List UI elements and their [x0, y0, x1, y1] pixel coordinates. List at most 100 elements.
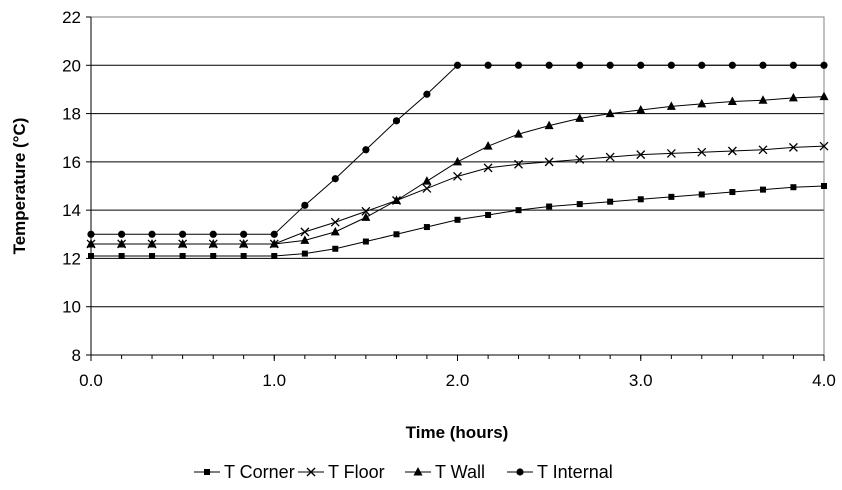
data-point-t-internal	[545, 61, 553, 69]
legend-item-t-corner: T Corner	[194, 462, 295, 482]
data-point-t-floor	[605, 152, 615, 162]
x-tick-label: 3.0	[629, 371, 653, 390]
data-point-t-internal	[484, 61, 492, 69]
series-line-t-internal	[91, 64, 824, 235]
data-point-t-corner	[88, 253, 94, 260]
data-point-t-internal	[118, 230, 126, 238]
data-point-t-internal	[637, 61, 645, 69]
data-point-t-wall	[788, 92, 798, 102]
data-point-t-wall	[208, 238, 218, 248]
data-point-t-corner	[576, 201, 583, 208]
data-point-t-floor	[453, 171, 462, 181]
data-point-t-wall	[178, 238, 188, 248]
data-point-t-floor	[422, 183, 432, 193]
data-point-t-internal	[423, 90, 431, 98]
y-tick-label: 16	[62, 153, 81, 172]
data-point-t-corner	[332, 245, 339, 252]
data-point-t-corner	[546, 203, 553, 210]
data-point-t-internal	[667, 61, 675, 69]
data-point-t-wall	[300, 235, 310, 244]
data-point-t-internal	[240, 230, 248, 238]
data-point-t-internal	[362, 146, 370, 154]
data-point-t-wall	[727, 96, 737, 105]
data-point-t-corner	[179, 253, 186, 260]
y-tick-label: 8	[72, 346, 81, 365]
data-point-t-internal	[270, 230, 278, 238]
data-point-t-wall	[575, 113, 585, 122]
data-point-t-floor	[636, 150, 646, 160]
data-point-t-internal	[179, 230, 187, 238]
legend-marker-t-wall	[413, 467, 423, 476]
data-point-t-wall	[697, 98, 707, 108]
y-tick-label: 12	[62, 249, 81, 268]
data-point-t-wall	[391, 195, 401, 204]
data-point-t-floor	[727, 146, 737, 156]
data-point-t-corner	[607, 198, 614, 205]
data-point-t-wall	[361, 212, 371, 221]
data-point-t-wall	[269, 238, 279, 248]
legend-label: T Wall	[435, 462, 485, 482]
data-point-t-wall	[514, 129, 524, 138]
data-point-t-floor	[361, 206, 371, 216]
legend-marker-t-floor	[306, 467, 316, 477]
y-tick-label: 18	[62, 105, 81, 124]
data-point-t-corner	[668, 193, 675, 200]
legend-item-t-floor: T Floor	[298, 462, 385, 482]
axes	[86, 16, 825, 361]
data-point-t-internal	[728, 61, 736, 69]
data-point-t-corner	[759, 186, 766, 193]
data-point-t-internal	[606, 61, 614, 69]
legend-item-t-wall: T Wall	[405, 462, 485, 482]
legend-label: T Corner	[224, 462, 295, 482]
data-point-t-floor	[575, 154, 585, 164]
legend-label: T Floor	[328, 462, 385, 482]
data-point-t-internal	[789, 61, 797, 69]
data-point-t-corner	[485, 211, 492, 218]
data-point-t-floor	[697, 147, 707, 157]
data-point-t-corner	[271, 253, 278, 260]
data-point-t-internal	[759, 61, 767, 69]
data-point-t-wall	[147, 238, 157, 248]
x-tick-label: 4.0	[812, 371, 836, 390]
data-point-t-internal	[514, 61, 523, 69]
tick-labels: 8 10 12 14 16 18 20 22 0.0 1.0 2.0 3.0 4.0	[62, 8, 836, 390]
data-point-t-corner	[790, 184, 797, 191]
data-point-t-wall	[758, 95, 768, 104]
data-point-t-internal	[209, 230, 217, 238]
legend-marker-t-internal	[516, 468, 524, 476]
data-point-t-corner	[423, 224, 430, 231]
data-point-t-corner	[515, 207, 522, 214]
data-point-t-wall	[636, 104, 646, 114]
data-point-t-wall	[483, 141, 493, 150]
y-tick-label: 14	[62, 201, 81, 220]
data-point-t-corner	[393, 231, 400, 238]
y-tick-label: 10	[62, 298, 81, 317]
series-lines	[86, 61, 829, 260]
data-point-t-corner	[210, 253, 217, 260]
data-point-t-internal	[87, 230, 95, 238]
data-point-t-wall	[117, 238, 127, 248]
data-point-t-wall	[330, 226, 340, 236]
data-point-t-wall	[605, 108, 615, 118]
data-point-t-floor	[483, 163, 493, 173]
data-point-t-wall	[544, 120, 554, 130]
data-point-t-corner	[362, 238, 369, 245]
x-tick-label: 1.0	[262, 371, 286, 390]
data-point-t-corner	[301, 250, 308, 257]
data-point-t-wall	[453, 156, 462, 166]
data-point-t-internal	[576, 61, 584, 69]
data-point-t-internal	[392, 117, 401, 125]
data-point-t-floor	[544, 157, 554, 167]
gridlines	[91, 64, 824, 308]
data-point-t-floor	[514, 159, 523, 169]
data-point-t-wall	[819, 91, 829, 101]
data-point-t-corner	[240, 253, 247, 260]
data-point-t-corner	[698, 191, 705, 198]
data-point-t-internal	[301, 201, 309, 209]
y-tick-label: 22	[62, 8, 81, 27]
x-tick-label: 2.0	[446, 371, 470, 390]
data-point-t-internal	[148, 230, 156, 238]
y-axis-title: Temperature (°C)	[10, 118, 29, 255]
data-point-t-internal	[820, 61, 828, 69]
